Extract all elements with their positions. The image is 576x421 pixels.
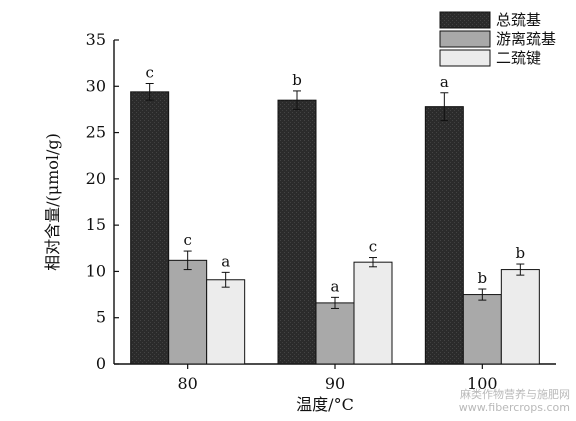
y-tick-label: 0 — [96, 354, 106, 373]
y-tick-label: 10 — [86, 261, 106, 280]
watermark-line-1: 麻类作物营养与施肥网 — [460, 388, 570, 401]
legend-label: 游离巯基 — [496, 30, 556, 48]
x-axis-title: 温度/°C — [296, 395, 354, 414]
bar — [168, 259, 208, 365]
y-axis-title: 相对含量/(μmol/g) — [43, 133, 62, 271]
watermark-line-2: www.fibercrops.com — [458, 401, 570, 414]
significance-label: b — [292, 71, 302, 89]
significance-label: a — [331, 277, 340, 295]
legend-label: 总巯基 — [496, 11, 541, 29]
bar — [353, 261, 393, 365]
y-tick-label: 5 — [96, 308, 106, 327]
x-tick-label: 90 — [325, 374, 345, 393]
legend-label: 二巯键 — [496, 49, 541, 67]
significance-label: a — [440, 73, 449, 91]
bar — [462, 294, 502, 365]
bar — [315, 302, 355, 365]
significance-label: b — [516, 244, 526, 262]
y-tick-label: 20 — [86, 169, 106, 188]
y-tick-label: 15 — [86, 215, 106, 234]
significance-label: a — [221, 252, 230, 270]
bar — [500, 269, 540, 365]
y-tick-label: 35 — [86, 30, 106, 49]
significance-label: b — [478, 269, 488, 287]
significance-label: c — [145, 64, 153, 82]
x-tick-label: 100 — [467, 374, 498, 393]
legend-swatch — [439, 11, 491, 29]
bar — [130, 91, 170, 365]
legend-swatch — [439, 30, 491, 48]
legend-swatch — [439, 49, 491, 67]
bar — [424, 106, 464, 365]
y-tick-label: 25 — [86, 123, 106, 142]
bar — [277, 99, 317, 365]
significance-label: c — [183, 231, 191, 249]
x-tick-label: 80 — [177, 374, 197, 393]
bar — [206, 279, 246, 365]
y-tick-label: 30 — [86, 76, 106, 95]
significance-label: c — [369, 238, 377, 256]
watermark: 麻类作物营养与施肥网 www.fibercrops.com — [459, 388, 570, 414]
